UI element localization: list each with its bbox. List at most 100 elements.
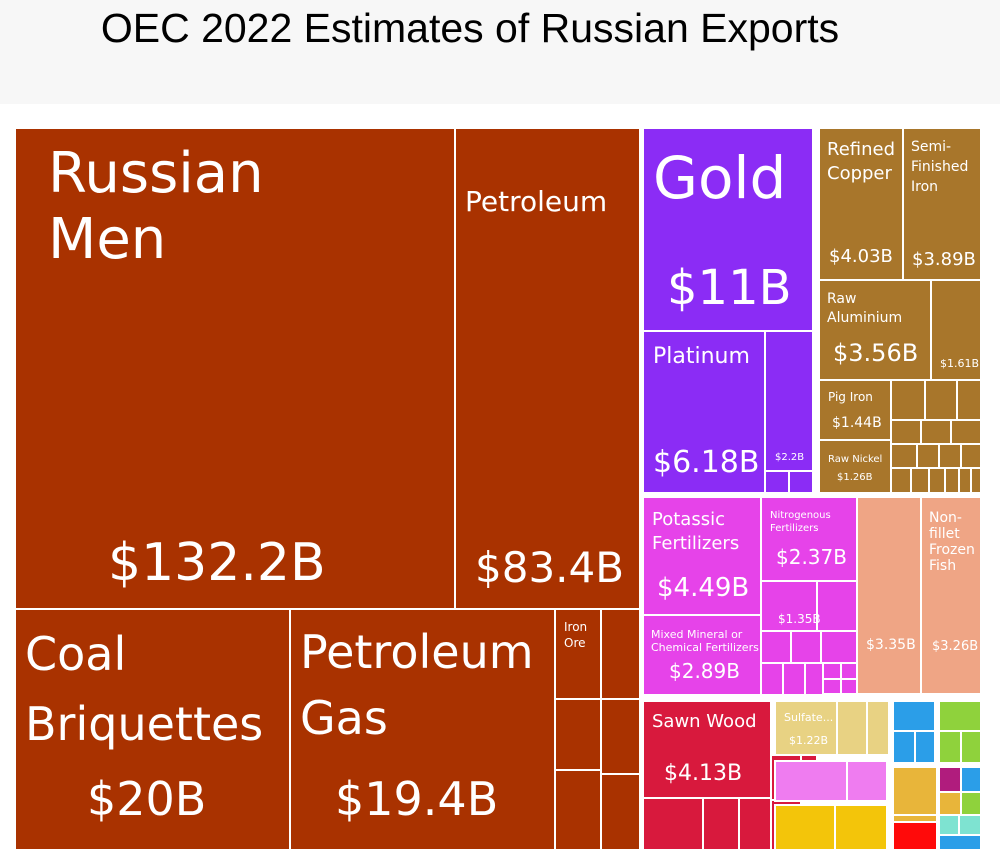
treemap-filler-tile [938,700,982,732]
treemap-filler-tile [916,443,940,469]
tile-label-iron-ore: Ore [564,636,586,650]
treemap-filler-tile [820,630,858,664]
treemap-filler-tile [892,766,938,816]
treemap-filler-tile [960,766,982,793]
tile-label-coal-briquettes: Coal [25,627,126,681]
tile-label-semi-finished-iron: Iron [911,179,938,195]
treemap-filler-tile [866,700,890,756]
tile-label-raw-aluminium: Aluminium [827,310,902,326]
treemap-filler-tile [890,467,912,494]
tile-label-nitrogenous-fertilizers: Nitrogenous [770,510,831,521]
treemap-tile-sawn-wood [642,700,772,799]
tile-value-petroleum-gas: $19.4B [335,772,498,826]
treemap-filler-tile [782,662,806,696]
treemap-filler-tile [554,769,602,850]
treemap-filler-tile [788,470,814,494]
tile-value-nitrogenous-fertilizers: $2.37B [776,545,847,569]
treemap-filler-tile [960,730,982,764]
treemap-filler-tile [938,791,962,816]
tile-label-sulfate: Sulfate... [784,711,833,724]
tile-value-petroleum: $83.4B [475,543,624,592]
treemap-tile-non-fillet-frozen-fish [920,496,982,695]
treemap-filler-tile [938,814,960,836]
tile-value-gold: $11B [667,260,792,316]
treemap-filler-tile [958,467,972,494]
tile-label-platinum: Platinum [653,344,750,369]
treemap-filler-tile [600,608,641,700]
treemap-filler-tile [764,470,790,494]
treemap-tile-3-35b [856,496,922,695]
tile-value-mixed-mineral-or-chemical-fertilizers: $2.89B [669,659,740,683]
tile-label-refined-copper: Copper [827,163,893,184]
tile-value-sawn-wood: $4.13B [664,761,742,786]
treemap-tile-2-2b [764,330,814,472]
treemap-tile-petroleum [454,127,641,610]
treemap-filler-tile [822,678,842,695]
tile-label-non-fillet-frozen-fish: fillet [929,526,960,542]
tile-label-non-fillet-frozen-fish: Non- [929,510,962,526]
treemap-filler-tile [938,443,962,469]
treemap-filler-tile [600,698,641,775]
tile-label-mixed-mineral-or-chemical-fertilizers: Chemical Fertilizers [651,641,759,654]
tile-label-russian-men: Russian [48,141,264,206]
treemap-tile-platinum [642,330,766,494]
treemap-filler-tile [702,797,740,850]
treemap-filler-tile [840,678,858,695]
treemap-filler-tile [890,419,922,445]
tile-label-non-fillet-frozen-fish: Frozen [929,542,975,558]
tile-label-mixed-mineral-or-chemical-fertilizers: Mixed Mineral or [651,628,743,641]
tile-value-semi-finished-iron: $3.89B [912,249,976,270]
treemap-tile-raw-aluminium [818,279,932,381]
tile-value-platinum: $6.18B [653,445,759,480]
treemap-filler-tile [970,467,982,494]
treemap-filler-tile [938,766,962,793]
treemap-filler-tile [804,662,824,696]
tile-value-sulfate: $1.22B [789,734,828,747]
treemap-filler-tile [600,773,641,850]
tile-label-nitrogenous-fertilizers: Fertilizers [770,523,818,534]
tile-value-pig-iron: $1.44B [832,415,882,431]
treemap-filler-tile [836,700,868,756]
treemap-filler-tile [892,821,938,850]
tile-label-raw-nickel: Raw Nickel [828,454,882,465]
treemap-filler-tile [790,630,822,664]
tile-value-1-61b: $1.61B [940,357,979,370]
treemap-filler-tile [834,804,888,850]
treemap-filler-tile [642,797,704,850]
treemap-filler-tile [774,804,836,850]
treemap-filler-tile [960,443,982,469]
treemap-tile-coal-briquettes [14,608,291,850]
treemap-tile-raw-nickel [818,439,892,494]
tile-label-refined-copper: Refined [827,139,895,160]
treemap-tile-semi-finished-iron [902,127,982,281]
tile-label-semi-finished-iron: Semi- [911,139,951,155]
tile-value-3-35b: $3.35B [866,637,916,653]
treemap-tile-1-61b [930,279,982,381]
treemap-filler-tile [892,730,916,764]
tile-value-coal-briquettes: $20B [87,772,206,826]
treemap-filler-tile [892,700,936,732]
tile-label-potassic-fertilizers: Fertilizers [652,533,739,554]
tile-value-potassic-fertilizers: $4.49B [657,573,749,603]
treemap-tile-mixed-mineral-or-chemical-fertilizers [642,614,762,696]
tile-label-iron-ore: Iron [564,620,587,634]
tile-label-russian-men: Men [48,207,166,272]
treemap-filler-tile [938,730,962,764]
tile-label-non-fillet-frozen-fish: Fish [929,558,956,574]
tile-value-non-fillet-frozen-fish: $3.26B [932,639,978,654]
tile-label-pig-iron: Pig Iron [828,390,873,404]
treemap-filler-tile [958,814,982,836]
treemap-filler-tile [928,467,946,494]
treemap-filler-tile [738,797,772,850]
treemap-tile-pig-iron [818,379,892,441]
treemap-filler-tile [760,630,792,664]
treemap-filler-tile [920,419,952,445]
chart-title: OEC 2022 Estimates of Russian Exports [100,5,840,51]
tile-label-coal-briquettes: Briquettes [25,697,263,751]
tile-label-sawn-wood: Sawn Wood [652,711,757,732]
treemap-filler-tile [956,379,982,421]
tile-value-russian-men: $132.2B [108,533,326,593]
treemap-filler-tile [774,760,848,802]
treemap-tile-sulfate [774,700,838,756]
